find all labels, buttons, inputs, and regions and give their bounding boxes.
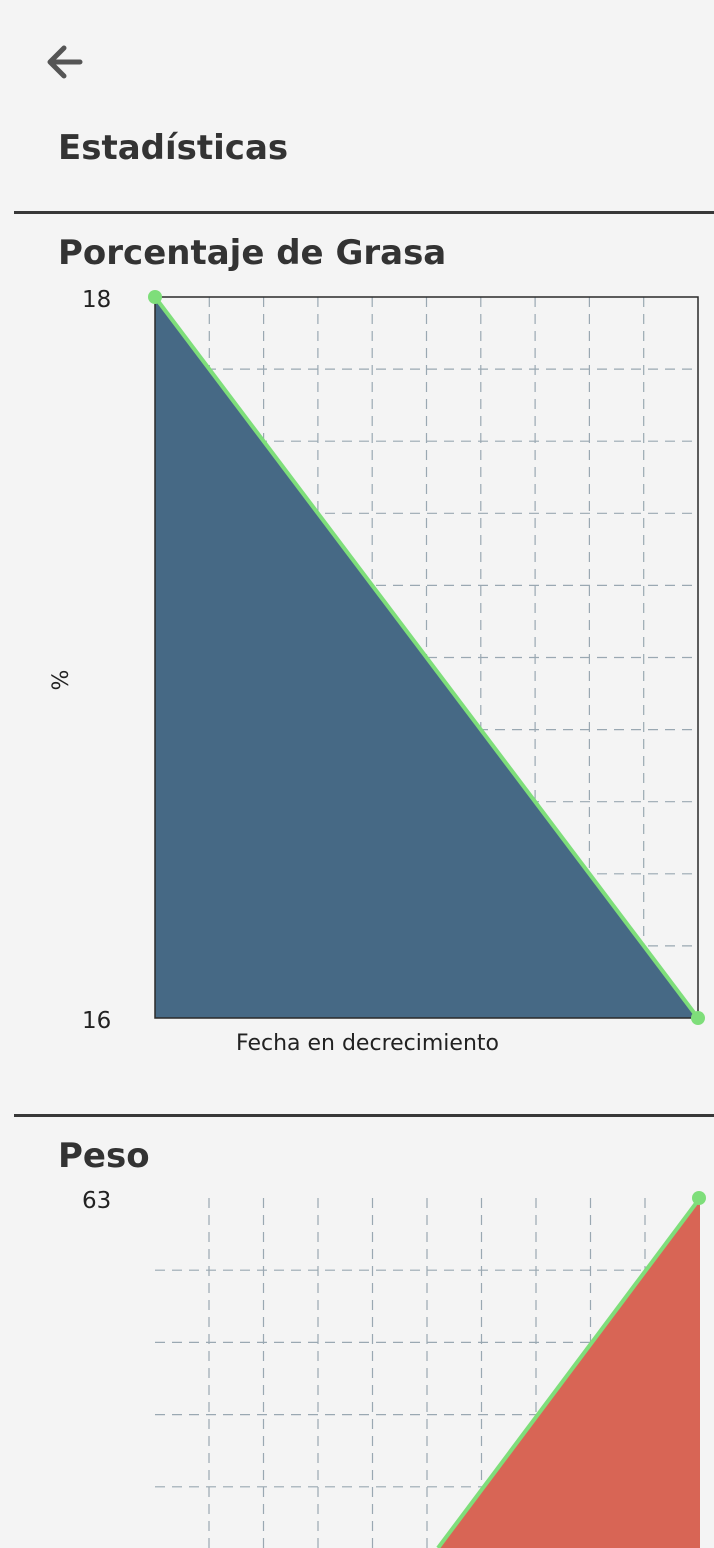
y-tick-label-min: 16 (82, 1008, 111, 1034)
y-tick-label-max: 18 (82, 287, 111, 313)
page-title: Estadísticas (58, 128, 289, 168)
section-divider-weight (14, 1114, 714, 1117)
weight-chart: 63 (82, 1188, 706, 1548)
arrow-left-icon (47, 45, 83, 79)
y-tick-label-max: 63 (82, 1188, 111, 1214)
data-point (692, 1191, 706, 1205)
data-point (148, 290, 162, 304)
y-axis-label: % (49, 670, 74, 691)
axes-frame (154, 296, 699, 1019)
data-point (691, 1011, 705, 1025)
series-line (153, 295, 700, 1020)
weight-chart-title: Peso (58, 1136, 150, 1176)
series-line (436, 1196, 702, 1548)
section-divider-fat (14, 211, 714, 214)
fat-chart-title: Porcentaje de Grasa (58, 233, 447, 273)
x-axis-label: Fecha en decrecimiento (236, 1031, 499, 1056)
back-button[interactable] (40, 36, 88, 84)
fat-percentage-chart: 18 16% Fecha en decrecimiento (49, 287, 705, 1056)
